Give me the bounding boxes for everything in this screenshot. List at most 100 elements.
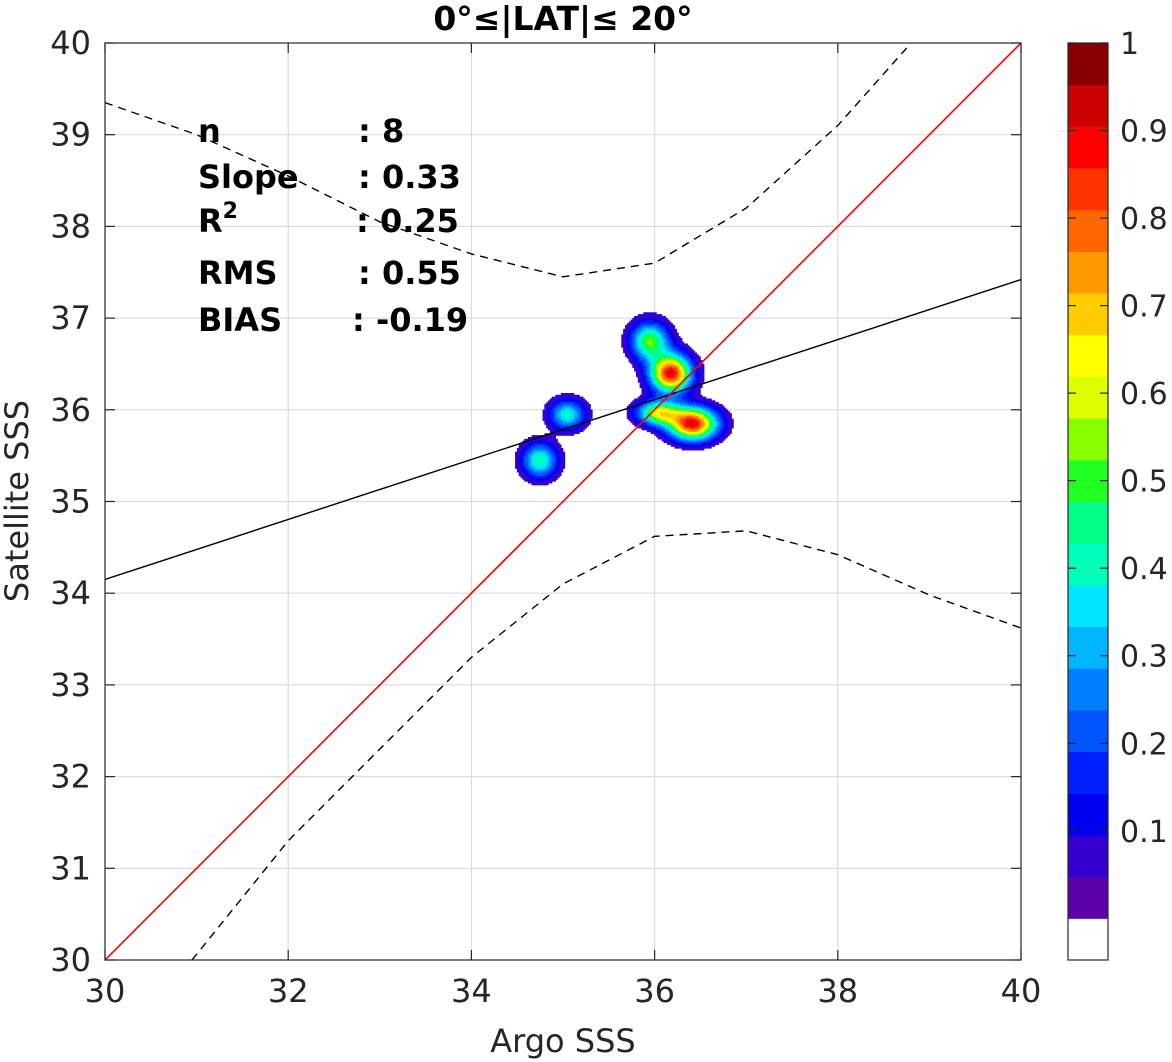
density-cell: [709, 415, 712, 418]
density-cell: [679, 380, 683, 383]
density-cell: [538, 457, 542, 460]
density-cell: [632, 420, 635, 423]
density-cell: [667, 424, 670, 427]
density-cell: [670, 328, 674, 332]
density-cell: [661, 363, 665, 367]
density-cell: [529, 449, 533, 453]
density-cell: [526, 455, 529, 458]
density-cell: [579, 409, 582, 412]
density-cell: [687, 437, 690, 440]
density-cell: [586, 415, 589, 418]
density-cell: [562, 394, 566, 398]
density-cell: [648, 405, 652, 409]
density-cell: [641, 339, 644, 343]
density-cell: [634, 332, 637, 335]
density-cell: [674, 337, 677, 341]
density-cell: [626, 345, 630, 348]
density-cell: [522, 453, 525, 456]
density-cell: [711, 409, 714, 412]
density-cell: [646, 376, 650, 379]
density-cell: [696, 387, 699, 390]
colorbar-bin: [1068, 709, 1108, 753]
density-cell: [714, 407, 718, 411]
density-cell: [555, 462, 558, 466]
density-cell: [643, 411, 646, 414]
density-cell: [694, 413, 698, 416]
density-cell: [586, 424, 589, 427]
density-cell: [698, 359, 701, 363]
density-cell: [544, 455, 547, 458]
density-cell: [560, 464, 564, 467]
density-cell: [546, 481, 549, 484]
density-cell: [544, 418, 547, 422]
density-cell: [683, 350, 687, 354]
density-cell: [729, 426, 732, 429]
density-cell: [650, 378, 654, 381]
density-cell: [544, 460, 547, 464]
density-cell: [714, 422, 718, 425]
density-cell: [679, 359, 683, 363]
density-cell: [674, 370, 677, 374]
density-cell: [535, 446, 538, 449]
density-cell: [663, 431, 666, 434]
density-cell: [548, 424, 551, 427]
density-cell: [635, 372, 639, 376]
density-cell: [654, 429, 657, 433]
density-cell: [661, 337, 665, 341]
density-cell: [557, 411, 560, 414]
density-cell: [537, 435, 540, 438]
density-cell: [584, 415, 588, 418]
colorbar-bin: [1068, 918, 1108, 961]
density-cell: [668, 416, 672, 420]
density-cell: [522, 444, 525, 447]
density-cell: [645, 350, 648, 354]
density-cell: [698, 435, 701, 438]
density-cell: [661, 376, 665, 379]
density-cell: [564, 415, 567, 418]
density-cell: [544, 459, 547, 462]
density-cell: [632, 337, 635, 341]
density-cell: [641, 381, 644, 385]
density-cell: [716, 413, 720, 416]
density-cell: [689, 402, 692, 405]
density-cell: [571, 398, 575, 401]
density-cell: [553, 475, 556, 478]
density-cell: [637, 336, 641, 339]
density-cell: [553, 396, 556, 400]
density-cell: [687, 448, 690, 451]
density-cell: [562, 411, 566, 414]
density-cell: [656, 356, 659, 359]
density-cell: [687, 431, 690, 434]
density-cell: [716, 402, 720, 405]
density-cell: [546, 455, 549, 458]
density-cell: [696, 358, 699, 361]
density-cell: [690, 427, 694, 431]
density-cell: [635, 361, 639, 365]
density-cell: [568, 396, 571, 400]
density-cell: [516, 462, 520, 466]
density-cell: [560, 448, 564, 451]
density-cell: [548, 438, 551, 442]
density-cell: [672, 332, 676, 335]
density-cell: [661, 365, 665, 368]
density-cell: [679, 400, 683, 403]
density-cell: [562, 403, 566, 407]
density-cell: [557, 420, 560, 423]
density-cell: [679, 403, 683, 407]
density-cell: [555, 407, 558, 411]
density-cell: [623, 334, 626, 337]
density-cell: [676, 339, 679, 343]
density-cell: [646, 383, 650, 387]
density-cell: [537, 453, 540, 456]
density-cell: [623, 339, 626, 343]
density-cell: [654, 328, 657, 332]
density-cell: [559, 415, 562, 418]
density-cell: [668, 391, 672, 394]
density-cell: [568, 420, 571, 423]
density-cell: [652, 422, 655, 425]
density-cell: [564, 424, 567, 427]
density-cell: [546, 471, 549, 475]
density-cell: [635, 424, 639, 427]
density-cell: [551, 464, 555, 467]
density-cell: [668, 326, 672, 330]
